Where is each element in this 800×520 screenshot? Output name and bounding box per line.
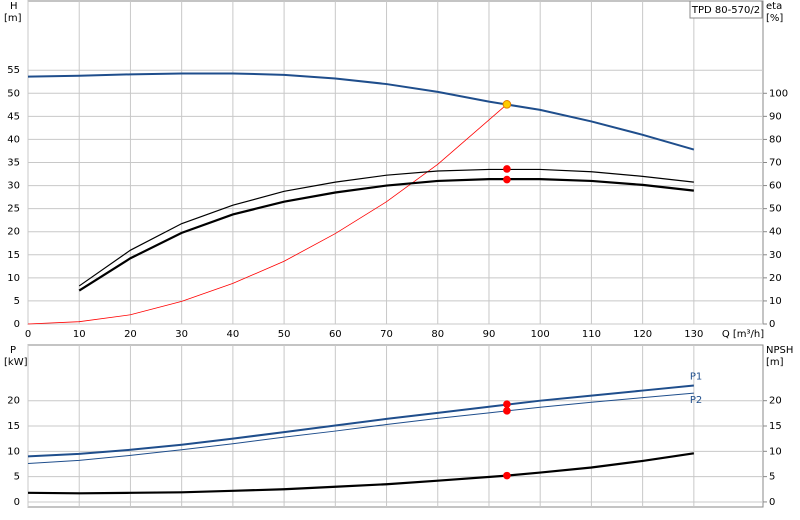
- y-tick-label: 50: [7, 88, 20, 99]
- y-tick-label: 35: [7, 158, 20, 169]
- y-tick-label: 20: [7, 227, 20, 238]
- x-tick-label: 90: [483, 329, 496, 340]
- x-tick-label: 110: [582, 329, 601, 340]
- y2-tick-label: 50: [769, 204, 782, 215]
- curve: [78, 178, 694, 292]
- y-tick-label: 10: [7, 446, 20, 457]
- y-tick-label: 40: [7, 134, 20, 145]
- y2-tick-label: 15: [769, 421, 782, 432]
- x-tick-label: 70: [380, 329, 393, 340]
- curve: [27, 392, 694, 464]
- operating-point: [503, 165, 511, 173]
- y-tick-label: 45: [7, 111, 20, 122]
- curve: [27, 452, 695, 495]
- chart-title: TPD 80-570/2: [691, 5, 760, 16]
- y2-tick-label: 5: [769, 472, 775, 483]
- y2-tick-label: 10: [769, 296, 782, 307]
- operating-point: [503, 175, 511, 184]
- x-axis-label: Q [m³/h]: [722, 329, 764, 340]
- y2-tick-label: 70: [769, 158, 782, 169]
- operating-point: [503, 400, 511, 409]
- y2-tick-label: 10: [769, 446, 782, 457]
- y2-tick-label: 90: [769, 111, 782, 122]
- curve: [27, 72, 695, 151]
- x-tick-label: 10: [73, 329, 86, 340]
- y-tick-label: 30: [7, 181, 20, 192]
- y2-tick-label: 20: [769, 273, 782, 284]
- x-tick-label: 20: [124, 329, 137, 340]
- y-tick-label: 5: [14, 472, 20, 483]
- x-tick-label: 30: [175, 329, 188, 340]
- y2-tick-label: 20: [769, 396, 782, 407]
- series-label: P1: [690, 372, 702, 383]
- y2-tick-label: 30: [769, 250, 782, 261]
- curve: [78, 168, 694, 287]
- series-label: P2: [690, 395, 702, 406]
- x-tick-label: 0: [25, 329, 31, 340]
- x-tick-label: 80: [431, 329, 444, 340]
- y2-axis-label: eta: [766, 1, 782, 12]
- y-tick-label: 20: [7, 396, 20, 407]
- y-tick-label: 15: [7, 250, 20, 261]
- y-tick-label: 15: [7, 421, 20, 432]
- x-tick-label: 40: [227, 329, 240, 340]
- y2-axis-unit: [%]: [766, 13, 783, 24]
- y2-tick-label: 0: [769, 497, 775, 508]
- operating-point: [503, 471, 511, 480]
- y-tick-label: 0: [14, 497, 20, 508]
- x-tick-label: 100: [531, 329, 550, 340]
- curve: [27, 384, 694, 458]
- y2-tick-label: 0: [769, 319, 775, 330]
- y2-tick-label: 40: [769, 227, 782, 238]
- y-tick-label: 55: [7, 65, 20, 76]
- y-tick-label: 10: [7, 273, 20, 284]
- y-tick-label: 5: [14, 296, 20, 307]
- y2-tick-label: 100: [769, 88, 788, 99]
- y-tick-label: 25: [7, 204, 20, 215]
- title-box: [689, 0, 763, 19]
- operating-point: [503, 407, 511, 415]
- y2-axis-label: NPSH: [766, 345, 793, 356]
- x-tick-label: 130: [684, 329, 703, 340]
- x-tick-label: 50: [278, 329, 291, 340]
- y-axis-label: H: [10, 1, 18, 12]
- operating-point: [502, 100, 512, 109]
- y-axis-label: P: [10, 345, 16, 356]
- y-tick-label: 0: [14, 319, 20, 330]
- x-tick-label: 60: [329, 329, 342, 340]
- y2-tick-label: 80: [769, 134, 782, 145]
- y-axis-unit: [m]: [4, 13, 22, 24]
- y-axis-unit: [kW]: [4, 357, 28, 368]
- y2-axis-unit: [m]: [766, 357, 784, 368]
- y2-tick-label: 60: [769, 181, 782, 192]
- x-tick-label: 120: [633, 329, 652, 340]
